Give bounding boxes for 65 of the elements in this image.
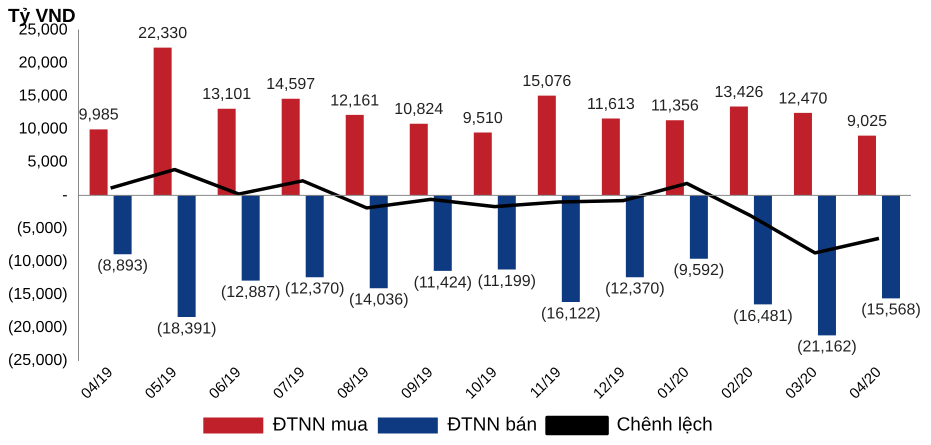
bar: [498, 195, 516, 270]
data-label: (12,370): [605, 280, 665, 298]
bar: [242, 195, 260, 281]
bar: [370, 195, 388, 288]
bar: [154, 48, 172, 196]
data-label: 12,161: [330, 92, 380, 110]
bar: [730, 106, 748, 196]
bar: [178, 195, 196, 318]
y-tick-label: (25,000): [8, 352, 68, 370]
bar: [690, 195, 708, 259]
bar: [626, 195, 644, 278]
bar: [538, 96, 556, 196]
bar: [666, 120, 684, 196]
y-tick-label: 10,000: [18, 120, 68, 138]
bar: [858, 136, 876, 196]
legend-label: ĐTNN bán: [447, 414, 538, 436]
data-label: (12,370): [284, 280, 345, 298]
data-label: (18,391): [156, 320, 216, 338]
bar: [754, 195, 772, 304]
data-label: 9,510: [462, 110, 503, 127]
legend-label: ĐTNN mua: [272, 414, 368, 436]
data-label: (9,592): [674, 262, 724, 280]
bar: [882, 195, 900, 298]
data-label: (16,481): [733, 308, 793, 325]
data-label: 15,076: [522, 73, 572, 90]
data-label: (8,893): [97, 258, 148, 275]
bar: [818, 195, 836, 336]
bar: [218, 108, 236, 196]
y-tick-label: 20,000: [18, 54, 68, 72]
data-label: 9,025: [846, 113, 888, 130]
data-label: (16,122): [541, 305, 601, 322]
y-tick-label: (10,000): [8, 252, 68, 270]
bar: [794, 112, 812, 196]
data-label: 14,597: [266, 76, 316, 94]
bar: [434, 195, 452, 271]
bar: [114, 195, 132, 254]
y-tick-label: (15,000): [8, 286, 68, 303]
y-tick-label: 5,000: [28, 154, 68, 171]
y-tick-label: 15,000: [18, 88, 68, 105]
data-label: 10,824: [394, 101, 444, 118]
y-tick-label: (5,000): [16, 220, 68, 237]
bar: [346, 114, 364, 196]
legend-label: Chênh lệch: [616, 414, 713, 436]
data-label: (21,162): [797, 338, 857, 356]
bar: [562, 195, 580, 302]
y-tick-label: -: [62, 186, 68, 204]
data-label: (11,199): [478, 272, 536, 290]
data-label: 22,330: [138, 25, 188, 42]
data-label: (15,568): [861, 302, 921, 319]
data-label: (11,424): [414, 274, 472, 292]
bar: [602, 118, 620, 196]
bar: [306, 195, 324, 278]
data-label: 9,985: [78, 106, 119, 124]
data-label: (12,887): [220, 284, 280, 302]
data-label: 11,613: [586, 96, 635, 113]
y-tick-label: (20,000): [8, 319, 68, 336]
bar: [474, 132, 492, 196]
data-label: 13,426: [714, 84, 764, 101]
bar: [282, 98, 300, 196]
data-label: 11,356: [651, 98, 699, 115]
data-label: (14,036): [348, 292, 409, 309]
bar: [410, 124, 428, 196]
data-label: 12,470: [778, 90, 828, 108]
data-label: 13,101: [202, 86, 252, 104]
bar: [90, 129, 108, 196]
